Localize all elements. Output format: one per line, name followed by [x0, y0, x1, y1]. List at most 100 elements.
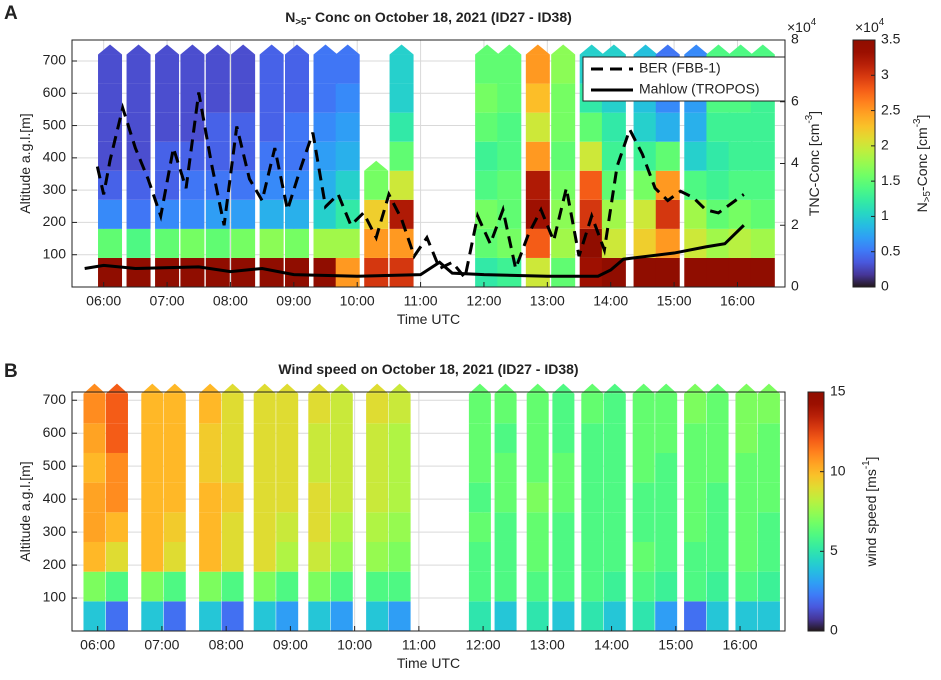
- profile-cell: [552, 512, 575, 542]
- colorbar-title-part: wind speed [ms: [863, 469, 879, 567]
- profile-tip: [253, 383, 276, 394]
- legend-label: BER (FBB-1): [639, 60, 721, 76]
- profile-cell: [126, 199, 151, 229]
- profile-cell: [552, 601, 575, 631]
- profile-cell: [259, 228, 284, 258]
- profile-cell: [231, 112, 256, 142]
- profile-cell: [468, 452, 491, 483]
- profile-tip: [757, 383, 780, 394]
- profile-cell: [141, 423, 164, 453]
- y2-axis-title: TNC-Conc [cm-3]: [804, 111, 822, 216]
- profile-cell: [735, 452, 758, 483]
- profile-cell: [525, 228, 550, 258]
- profile-cell: [364, 199, 389, 229]
- profile-cell: [313, 170, 338, 200]
- y-tick-label: 400: [43, 149, 67, 165]
- profile-tip: [180, 44, 205, 55]
- profile-cell: [475, 257, 500, 287]
- profile-cell: [366, 541, 389, 572]
- profile-cell: [253, 482, 276, 513]
- profile-cell: [366, 601, 389, 631]
- x-tick-label: 11:00: [402, 637, 436, 653]
- profile-cell: [366, 393, 389, 424]
- profile-cell: [581, 452, 604, 483]
- profile-cell: [284, 83, 309, 113]
- profile-cell: [259, 54, 284, 84]
- colorbar: [807, 391, 825, 632]
- profile-tip: [494, 383, 517, 394]
- profile-cell: [126, 228, 151, 258]
- profile-cell: [468, 393, 491, 424]
- profile-cell: [180, 257, 205, 287]
- profile-cell: [308, 601, 331, 631]
- y2-axis-title-part: ]: [806, 111, 822, 115]
- profile-cell: [525, 199, 550, 229]
- profile-tip: [276, 383, 299, 394]
- profile-cell: [633, 112, 658, 142]
- profile-cell: [494, 601, 517, 631]
- profile-cell: [552, 482, 575, 513]
- colorbar-tick-label: 5: [830, 542, 838, 558]
- y-tick-label: 500: [43, 116, 67, 132]
- profile-cell: [526, 571, 549, 602]
- profile-tip: [552, 383, 575, 394]
- profile-cell: [364, 257, 389, 287]
- profile-cell: [525, 141, 550, 171]
- profile-tip: [205, 44, 230, 55]
- profile-cell: [603, 571, 626, 602]
- profile-cell: [205, 228, 230, 258]
- colorbar-title: wind speed [ms-1]: [861, 457, 879, 568]
- chart-title-part: Wind speed on October 18, 2021 (ID27 - I…: [278, 361, 578, 377]
- profile-cell: [494, 423, 517, 453]
- profile-cell: [581, 393, 604, 424]
- profile-cell: [313, 257, 338, 287]
- profile-cell: [525, 54, 550, 84]
- profile-cell: [655, 423, 678, 453]
- y2-axis-title-part: -3: [804, 114, 815, 123]
- x-tick-label: 15:00: [657, 293, 692, 309]
- profile-cell: [180, 112, 205, 142]
- profile-cell: [105, 571, 128, 602]
- profile-cell: [366, 512, 389, 542]
- profile-tip: [633, 44, 658, 55]
- profile-cell: [735, 482, 758, 513]
- profile-cell: [655, 112, 680, 142]
- profile-cell: [655, 393, 678, 424]
- profile-cell: [105, 541, 128, 572]
- profile-cell: [141, 393, 164, 424]
- x-axis-title: Time UTC: [397, 655, 460, 671]
- profile-cell: [552, 423, 575, 453]
- profile-cell: [655, 199, 680, 229]
- profile-tip: [259, 44, 284, 55]
- profile-cell: [366, 423, 389, 453]
- colorbar-title-part: N: [914, 202, 930, 212]
- profile-cell: [526, 512, 549, 542]
- profile-cell: [231, 228, 256, 258]
- profile-cell: [284, 112, 309, 142]
- profile-cell: [581, 601, 604, 631]
- y-tick-label: 400: [43, 490, 67, 506]
- profile-cell: [475, 199, 500, 229]
- profile-cell: [276, 452, 299, 483]
- profile-cell: [330, 541, 353, 572]
- profile-cell: [632, 393, 655, 424]
- y-tick-label: 600: [43, 84, 67, 100]
- profile-cell: [105, 452, 128, 483]
- profile-tip: [163, 383, 186, 394]
- profile-cell: [706, 393, 729, 424]
- profile-cell: [581, 482, 604, 513]
- profile-tip: [706, 44, 731, 55]
- profile-cell: [684, 482, 707, 513]
- colorbar-tick-label: 2: [881, 137, 889, 153]
- profile-cell: [199, 571, 222, 602]
- profile-cell: [497, 83, 522, 113]
- profile-cell: [526, 482, 549, 513]
- x-axis-title-part: Time UTC: [397, 655, 460, 671]
- profile-cell: [684, 257, 709, 287]
- profile-cell: [551, 83, 576, 113]
- plot-frame: [71, 391, 786, 632]
- profile-cell: [330, 601, 353, 631]
- chart-title-part: N: [285, 9, 295, 25]
- profile-cell: [330, 482, 353, 513]
- profile-cell: [259, 170, 284, 200]
